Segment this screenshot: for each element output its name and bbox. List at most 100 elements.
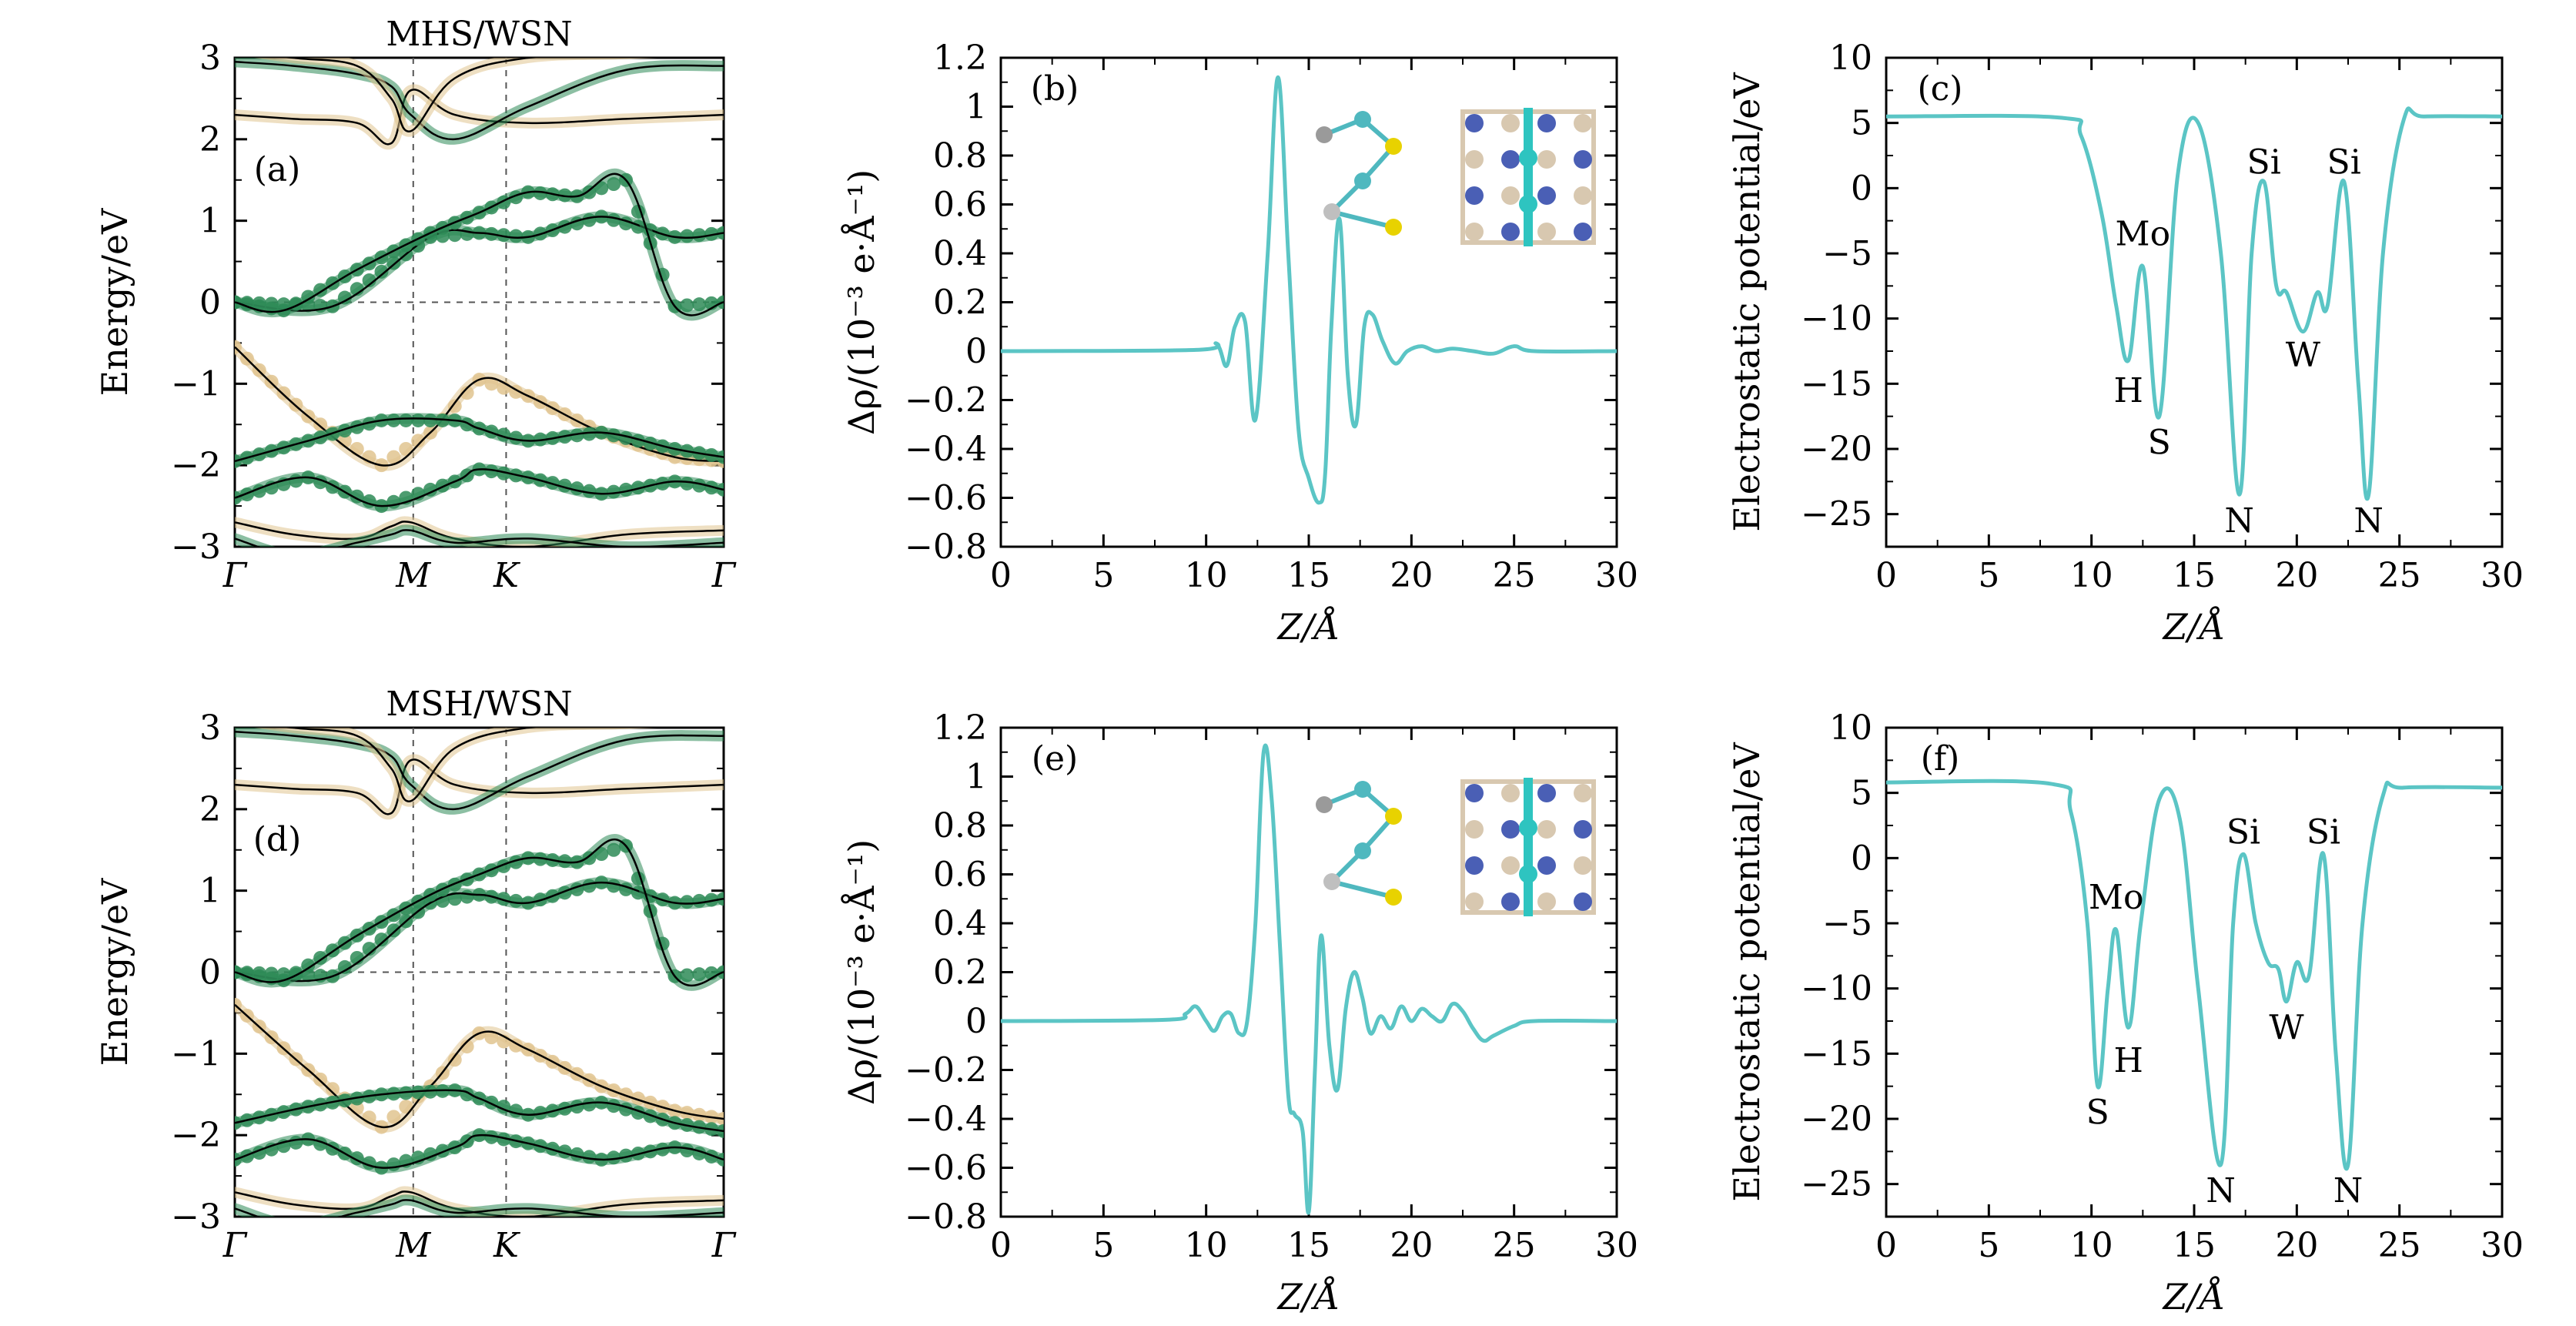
x-tick-label: 15 xyxy=(1287,1226,1330,1265)
band-point xyxy=(374,264,389,279)
y-tick-label: 1.2 xyxy=(933,39,987,78)
atom-icon xyxy=(1354,172,1371,189)
band-point xyxy=(497,228,511,243)
band-line xyxy=(235,89,724,146)
band-point xyxy=(497,466,511,481)
band-point xyxy=(399,1086,413,1100)
band-point xyxy=(704,226,719,241)
y-tick-label: −10 xyxy=(1801,969,1872,1009)
band-point xyxy=(326,1082,340,1097)
band-line xyxy=(286,58,536,132)
y-tick-label: 1 xyxy=(965,88,987,127)
band-projection xyxy=(235,58,724,145)
x-axis-title: Z/Å xyxy=(2162,605,2226,648)
band-point xyxy=(460,889,474,904)
atom-icon xyxy=(1465,892,1484,911)
atom-icon xyxy=(1574,223,1592,241)
band-point xyxy=(717,295,724,310)
atom-icon xyxy=(1537,186,1556,205)
band-point xyxy=(264,481,279,495)
atom-icon xyxy=(1354,842,1371,859)
atom-icon xyxy=(1465,223,1484,241)
y-tick-label: 0 xyxy=(965,1002,987,1041)
y-tick-label: 0 xyxy=(1851,839,1872,878)
band-point xyxy=(607,213,621,227)
x-tick-label: 30 xyxy=(2481,1226,2524,1265)
panel-label: (c) xyxy=(1918,69,1963,109)
band-point xyxy=(717,482,724,497)
band-point xyxy=(374,933,389,947)
series-line xyxy=(1886,106,2502,501)
x-tick-label: 0 xyxy=(990,1226,1012,1265)
y-tick-label: 0 xyxy=(965,332,987,371)
panel-title: MSH/WSN xyxy=(386,685,572,724)
panel-4: −0.8 −0.6 −0.4 −0.2 0 0.2 0.4 0.6 0.8 1 1.2 0 5 10 15 2… xyxy=(840,708,1638,1318)
band-point xyxy=(570,1147,584,1161)
y-tick-label: −5 xyxy=(1822,234,1872,273)
band-point xyxy=(509,229,524,243)
band-point xyxy=(289,1135,303,1150)
atom-icon xyxy=(1519,819,1537,837)
y-tick-label: −0.8 xyxy=(905,1197,987,1237)
y-axis-title: Δρ/(10⁻³ e·Å⁻¹) xyxy=(840,839,882,1105)
y-tick-label: 1 xyxy=(965,758,987,797)
x-tick-label: 30 xyxy=(1595,556,1638,595)
y-axis-title: Energy/eV xyxy=(94,878,135,1066)
band-point xyxy=(582,484,597,498)
band-line xyxy=(235,61,724,141)
atom-icon xyxy=(1537,892,1556,911)
band-point xyxy=(692,967,707,982)
atom-icon xyxy=(1501,223,1520,241)
y-tick-label: 2 xyxy=(199,790,221,829)
k-point-label: K xyxy=(493,1226,520,1265)
band-point xyxy=(607,484,621,499)
atom-icon xyxy=(1501,820,1520,839)
y-tick-label: −3 xyxy=(171,1197,221,1237)
band-point xyxy=(264,971,279,986)
atom-icon xyxy=(1354,111,1371,128)
y-tick-label: 0.6 xyxy=(933,186,987,225)
band-point xyxy=(386,923,401,938)
atom-label: Mo xyxy=(2089,878,2144,917)
atom-icon xyxy=(1574,856,1592,875)
band-point xyxy=(447,892,462,906)
band-group xyxy=(235,728,724,1217)
atom-icon xyxy=(1574,186,1592,205)
band-point xyxy=(509,893,524,908)
band-point xyxy=(460,386,474,400)
band-point xyxy=(607,879,621,893)
atom-label: H xyxy=(2113,371,2143,410)
atom-label: W xyxy=(2286,336,2321,375)
atom-icon xyxy=(1574,150,1592,169)
band-point xyxy=(386,413,401,427)
band-point xyxy=(264,301,279,316)
band-point xyxy=(582,213,597,227)
band-point xyxy=(484,1030,499,1045)
band-point xyxy=(386,1157,401,1172)
band-point xyxy=(337,959,352,974)
bond xyxy=(1331,879,1394,899)
y-tick-label: −15 xyxy=(1801,364,1872,403)
y-axis-title: Electrostatic potential/eV xyxy=(1726,72,1768,532)
band-point xyxy=(594,181,609,196)
k-point-label: K xyxy=(493,556,520,595)
curve-group xyxy=(1001,743,1617,1215)
y-tick-label: −1 xyxy=(171,1034,221,1073)
y-tick-label: 5 xyxy=(1851,774,1872,813)
series-line xyxy=(1001,743,1617,1215)
atom-label: Si xyxy=(2226,812,2260,852)
atom-icon xyxy=(1501,784,1520,802)
band-point xyxy=(447,228,462,243)
band-point xyxy=(337,290,352,305)
atom-icon xyxy=(1465,114,1484,132)
band-line xyxy=(235,529,724,547)
band-line xyxy=(286,728,536,802)
atom-label: Mo xyxy=(2116,215,2171,254)
band-line xyxy=(235,346,724,467)
atom-icon xyxy=(1385,138,1402,155)
atom-icon xyxy=(1519,149,1537,167)
atom-label: S xyxy=(2148,424,2171,463)
x-tick-label: 30 xyxy=(1595,1226,1638,1265)
band-point xyxy=(423,413,437,427)
